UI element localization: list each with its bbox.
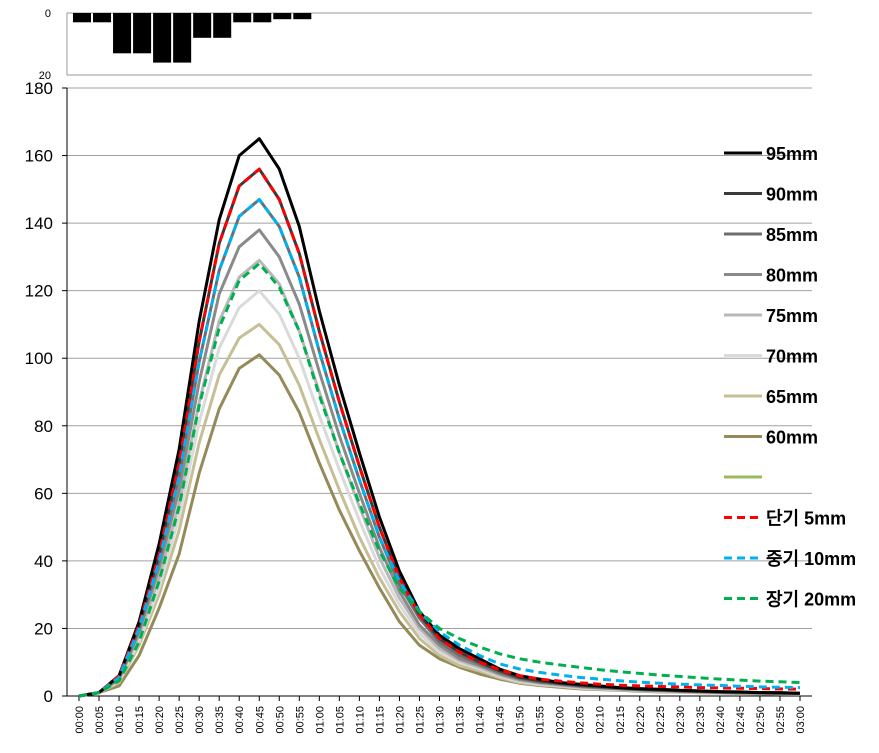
x-tick-label: 00:45 xyxy=(254,706,266,734)
x-tick-label: 01:55 xyxy=(535,706,547,734)
x-tick-label: 02:50 xyxy=(755,706,767,734)
x-tick-label: 00:15 xyxy=(134,706,146,734)
x-tick-label: 02:40 xyxy=(715,706,727,734)
legend-label: 장기 20mm xyxy=(766,590,856,610)
series-line xyxy=(78,262,801,698)
x-tick-label: 01:20 xyxy=(394,706,406,734)
legend-label: 90mm xyxy=(766,185,818,205)
x-tick-label: 02:45 xyxy=(735,706,747,734)
x-tick-label: 01:50 xyxy=(515,706,527,734)
hyetograph-bar xyxy=(233,13,252,23)
x-tick-label: 02:10 xyxy=(595,706,607,734)
x-tick-label: 00:30 xyxy=(194,706,206,734)
y-tick-label: 80 xyxy=(34,417,53,436)
hyetograph-grid xyxy=(66,12,812,76)
y-tick-label: 120 xyxy=(25,282,53,301)
x-tick-label: 00:00 xyxy=(74,706,86,734)
hyetograph-bar xyxy=(193,13,212,38)
hyetograph-bar xyxy=(153,13,172,63)
legend-label: 75mm xyxy=(766,306,818,326)
x-tick-label: 02:05 xyxy=(575,706,587,734)
chart-legend: 95mm 90mm 85mm 80mm 75mm 70mm 65mm 60mm 단기 5mm 중기… xyxy=(724,144,856,610)
legend-label: 95mm xyxy=(766,144,818,164)
y-tick-label: 100 xyxy=(25,349,53,368)
x-tick-label: 00:40 xyxy=(234,706,246,734)
series-line xyxy=(78,137,801,698)
x-tick-label: 01:10 xyxy=(354,706,366,734)
hyetograph-bar xyxy=(72,13,92,23)
x-tick-label: 01:25 xyxy=(414,706,426,734)
legend-label: 중기 10mm xyxy=(766,549,856,569)
hydrograph-y-ticks: 0 20 40 60 80 100 120 140 160 180 xyxy=(25,79,53,706)
x-tick-label: 01:15 xyxy=(374,706,386,734)
legend-label: 60mm xyxy=(766,428,818,448)
x-tick-label: 01:35 xyxy=(455,706,467,734)
hyetograph-y-ticks: 0 20 xyxy=(39,8,51,82)
x-tick-label: 01:30 xyxy=(435,706,447,734)
x-tick-label: 00:05 xyxy=(94,706,106,734)
hyetograph-bar xyxy=(293,13,312,20)
legend-label: 65mm xyxy=(766,387,818,407)
legend-label: 70mm xyxy=(766,347,818,367)
hyetograph-bar xyxy=(93,13,112,23)
hydrograph-grid xyxy=(62,87,812,697)
x-tick-label: 01:00 xyxy=(314,706,326,734)
y-tick-label: 140 xyxy=(25,214,53,233)
y-tick-label: 0 xyxy=(44,687,53,706)
hyetograph-bars xyxy=(72,13,312,63)
x-tick-label: 02:35 xyxy=(695,706,707,734)
y-tick-label: 160 xyxy=(25,147,53,166)
y-tick-label: 20 xyxy=(34,619,53,638)
hyetograph-bar xyxy=(213,13,232,38)
x-tick-label: 00:10 xyxy=(114,706,126,734)
x-tick-label: 02:15 xyxy=(615,706,627,734)
hyetograph-y-tick-label: 20 xyxy=(39,70,51,82)
x-tick-label: 02:00 xyxy=(555,706,567,734)
x-tick-label: 02:30 xyxy=(675,706,687,734)
y-tick-label: 40 xyxy=(34,552,53,571)
x-tick-label: 00:50 xyxy=(274,706,286,734)
hydrograph-x-ticks: 00:00 00:05 00:10 00:15 00:20 00:25 00:30 00:35… xyxy=(74,696,807,734)
hyetograph-bar xyxy=(273,13,292,20)
x-tick-label: 03:00 xyxy=(795,706,807,734)
legend-label: 80mm xyxy=(766,266,818,286)
legend-label: 단기 5mm xyxy=(766,509,846,529)
hyetograph-bar xyxy=(253,13,272,23)
y-tick-label: 60 xyxy=(34,484,53,503)
hydrograph-series xyxy=(78,137,801,698)
hyetograph-bar xyxy=(173,13,192,63)
hydrograph-axes xyxy=(66,88,812,697)
x-tick-label: 01:05 xyxy=(334,706,346,734)
x-tick-label: 01:40 xyxy=(475,706,487,734)
x-tick-label: 00:55 xyxy=(294,706,306,734)
x-tick-label: 00:25 xyxy=(174,706,186,734)
x-tick-label: 02:55 xyxy=(775,706,787,734)
series-line xyxy=(78,167,801,698)
x-tick-label: 02:25 xyxy=(655,706,667,734)
hyetograph-y-tick-label: 0 xyxy=(45,8,51,20)
y-tick-label: 180 xyxy=(25,79,53,98)
legend-label: 85mm xyxy=(766,225,818,245)
x-tick-label: 01:45 xyxy=(495,706,507,734)
x-tick-label: 00:20 xyxy=(154,706,166,734)
hyetograph-bar xyxy=(113,13,132,54)
x-tick-label: 02:20 xyxy=(635,706,647,734)
x-tick-label: 00:35 xyxy=(214,706,226,734)
hyetograph-bar xyxy=(133,13,152,54)
